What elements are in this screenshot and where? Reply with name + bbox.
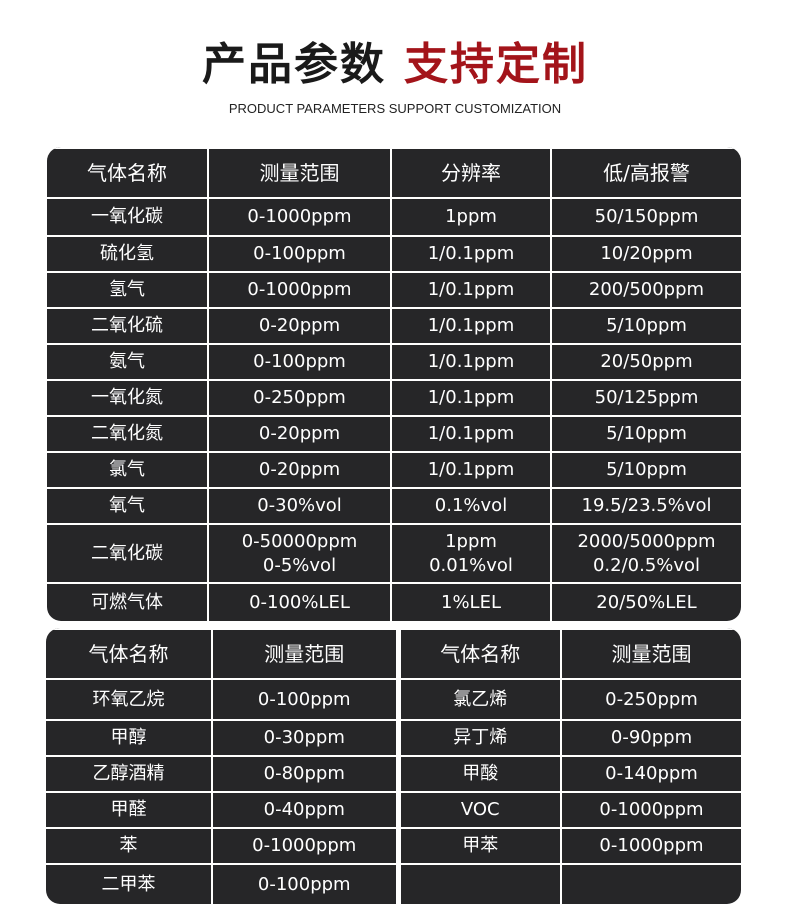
table-row: 环氧乙烷 0-100ppm 氯乙烯 0-250ppm	[46, 678, 741, 721]
table-cell: 氨气	[47, 343, 209, 381]
table-cell: 50/150ppm	[550, 197, 741, 237]
table-cell: 1ppm	[390, 197, 552, 237]
table-cell: 0-50000ppm 0-5%vol	[207, 523, 392, 584]
table-cell: 0-40ppm	[211, 791, 399, 829]
table-cell: 乙醇酒精	[46, 755, 213, 793]
table-cell: 1/0.1ppm	[390, 451, 552, 489]
table-cell: 200/500ppm	[550, 271, 741, 309]
table-cell: 0-1000ppm	[207, 197, 392, 237]
column-header: 分辨率	[390, 147, 552, 199]
table-cell: 0-140ppm	[560, 755, 741, 793]
table-cell: 一氧化氮	[47, 379, 209, 417]
table-row: 氨气 0-100ppm 1/0.1ppm 20/50ppm	[47, 343, 741, 381]
table-cell: 甲醛	[46, 791, 213, 829]
table-cell	[560, 863, 741, 904]
table-cell: 苯	[46, 827, 213, 865]
table-row: 一氧化氮 0-250ppm 1/0.1ppm 50/125ppm	[47, 379, 741, 417]
table-cell: 0-30ppm	[211, 719, 399, 757]
table-cell: 0-100ppm	[207, 343, 392, 381]
table-cell: 一氧化碳	[47, 197, 209, 237]
table-cell: 0-20ppm	[207, 415, 392, 453]
table-cell: 0-1000ppm	[560, 827, 741, 865]
table-cell: 1/0.1ppm	[390, 235, 552, 273]
table-row: 氧气 0-30%vol 0.1%vol 19.5/23.5%vol	[47, 487, 741, 525]
table-cell: 异丁烯	[395, 719, 562, 757]
table-cell: 氢气	[47, 271, 209, 309]
table-cell: VOC	[395, 791, 562, 829]
table-row: 氢气 0-1000ppm 1/0.1ppm 200/500ppm	[47, 271, 741, 309]
column-header: 低/高报警	[550, 147, 741, 199]
table-cell: 0-1000ppm	[211, 827, 399, 865]
table-cell: 氧气	[47, 487, 209, 525]
table-cell: 0-20ppm	[207, 451, 392, 489]
table-cell: 环氧乙烷	[46, 678, 213, 721]
table-row: 苯 0-1000ppm 甲苯 0-1000ppm	[46, 827, 741, 865]
table-cell: 5/10ppm	[550, 307, 741, 345]
table-cell: 0-100ppm	[211, 678, 399, 721]
column-header: 测量范围	[207, 147, 392, 199]
header-row: 气体名称 测量范围 气体名称 测量范围	[46, 628, 741, 680]
table-cell: 0-250ppm	[560, 678, 741, 721]
table-cell: 0-20ppm	[207, 307, 392, 345]
column-header: 测量范围	[211, 628, 399, 680]
table-cell: 二氧化硫	[47, 307, 209, 345]
page-subtitle: PRODUCT PARAMETERS SUPPORT CUSTOMIZATION	[228, 101, 562, 116]
table-cell: 1/0.1ppm	[390, 307, 552, 345]
table-cell: 可燃气体	[47, 582, 209, 621]
table-cell: 0-250ppm	[207, 379, 392, 417]
table-cell: 0-100%LEL	[207, 582, 392, 621]
table-cell: 20/50ppm	[550, 343, 741, 381]
page-title: 产品参数 支持定制	[202, 39, 588, 90]
table-cell: 0.1%vol	[390, 487, 552, 525]
table-cell: 二氧化碳	[47, 523, 209, 584]
table-row: 二氧化氮 0-20ppm 1/0.1ppm 5/10ppm	[47, 415, 741, 453]
table-cell: 0-1000ppm	[560, 791, 741, 829]
table-cell: 10/20ppm	[550, 235, 741, 273]
table-cell: 1/0.1ppm	[390, 271, 552, 309]
table-cell: 甲醇	[46, 719, 213, 757]
table-cell: 2000/5000ppm 0.2/0.5%vol	[550, 523, 741, 584]
table-cell: 0-100ppm	[207, 235, 392, 273]
table-cell: 甲酸	[395, 755, 562, 793]
table-row: 二甲苯 0-100ppm	[46, 863, 741, 904]
table-cell: 甲苯	[395, 827, 562, 865]
parameters-table: 气体名称 测量范围 分辨率 低/高报警 一氧化碳 0-1000ppm 1ppm 50/150p…	[47, 147, 741, 621]
table-row: 二氧化碳 0-50000ppm 0-5%vol 1ppm 0.01%vol 2000/…	[47, 523, 741, 584]
table-row: 氯气 0-20ppm 1/0.1ppm 5/10ppm	[47, 451, 741, 489]
table-cell: 二甲苯	[46, 863, 213, 904]
table-cell: 0-80ppm	[211, 755, 399, 793]
other-gases-table: 气体名称 测量范围 气体名称 测量范围 环氧乙烷 0-100ppm 氯乙烯 0-250ppm 甲…	[46, 628, 741, 904]
table-row: 硫化氢 0-100ppm 1/0.1ppm 10/20ppm	[47, 235, 741, 273]
column-header: 气体名称	[46, 628, 213, 680]
table-cell: 50/125ppm	[550, 379, 741, 417]
table-cell: 1ppm 0.01%vol	[390, 523, 552, 584]
table-cell: 19.5/23.5%vol	[550, 487, 741, 525]
table-cell: 0-100ppm	[211, 863, 399, 904]
table-row: 二氧化硫 0-20ppm 1/0.1ppm 5/10ppm	[47, 307, 741, 345]
table-cell: 0-30%vol	[207, 487, 392, 525]
table-cell: 5/10ppm	[550, 451, 741, 489]
table-row: 可燃气体 0-100%LEL 1%LEL 20/50%LEL	[47, 582, 741, 621]
table-cell: 1/0.1ppm	[390, 343, 552, 381]
column-header: 气体名称	[395, 628, 562, 680]
table-row: 甲醇 0-30ppm 异丁烯 0-90ppm	[46, 719, 741, 757]
table-cell: 氯乙烯	[395, 678, 562, 721]
table-cell: 1%LEL	[390, 582, 552, 621]
table-cell: 0-90ppm	[560, 719, 741, 757]
table-cell: 5/10ppm	[550, 415, 741, 453]
table-cell: 1/0.1ppm	[390, 415, 552, 453]
table-row: 乙醇酒精 0-80ppm 甲酸 0-140ppm	[46, 755, 741, 793]
table-cell	[395, 863, 562, 904]
table-cell: 1/0.1ppm	[390, 379, 552, 417]
column-header: 气体名称	[47, 147, 209, 199]
table-cell: 硫化氢	[47, 235, 209, 273]
table-cell: 0-1000ppm	[207, 271, 392, 309]
table-cell: 氯气	[47, 451, 209, 489]
table-cell: 20/50%LEL	[550, 582, 741, 621]
table-row: 一氧化碳 0-1000ppm 1ppm 50/150ppm	[47, 197, 741, 237]
column-header: 测量范围	[560, 628, 741, 680]
table-cell: 二氧化氮	[47, 415, 209, 453]
table-row: 甲醛 0-40ppm VOC 0-1000ppm	[46, 791, 741, 829]
header-row: 气体名称 测量范围 分辨率 低/高报警	[47, 147, 741, 199]
